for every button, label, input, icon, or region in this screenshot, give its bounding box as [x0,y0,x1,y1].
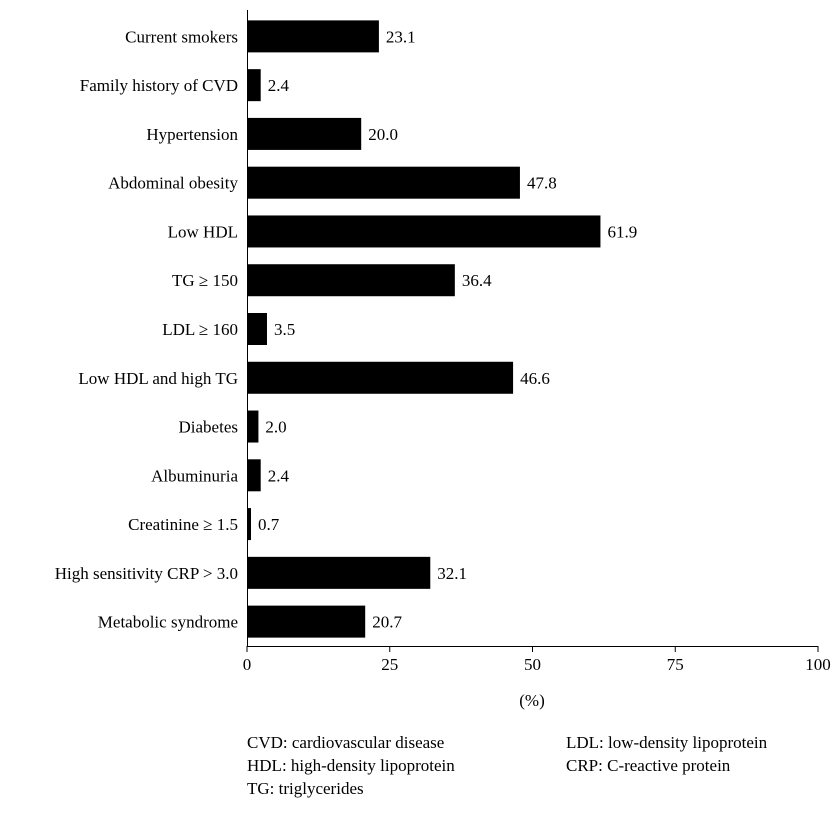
value-label-9: 2.4 [268,466,290,485]
value-label-8: 2.0 [265,418,286,437]
bars-group [247,20,601,638]
category-label-10: Creatinine ≥ 1.5 [128,515,238,534]
x-tick-label-2: 50 [524,655,541,674]
category-labels: Current smokers Family history of CVD Hype… [55,27,239,631]
value-label-5: 36.4 [462,271,492,290]
value-label-2: 20.0 [368,125,398,144]
note-cvd: CVD: cardiovascular disease [247,733,445,752]
bar-4 [247,215,601,248]
category-label-3: Abdominal obesity [108,174,238,193]
x-axis-ticks: 0 25 50 75 100 [243,646,831,674]
category-label-2: Hypertension [146,125,238,144]
note-crp: CRP: C-reactive protein [566,756,731,775]
bar-2 [247,117,362,150]
category-label-6: LDL ≥ 160 [162,320,238,339]
category-label-7: Low HDL and high TG [78,369,238,388]
category-label-9: Albuminuria [151,466,238,485]
bar-1 [247,69,261,102]
x-tick-label-0: 0 [243,655,252,674]
bar-chart: Current smokers Family history of CVD Hype… [55,10,831,710]
x-tick-label-1: 25 [381,655,398,674]
note-tg: TG: triglycerides [247,779,364,798]
bar-10 [247,508,251,541]
category-label-12: Metabolic syndrome [98,613,238,632]
bar-3 [247,166,520,199]
category-label-4: Low HDL [168,222,238,241]
x-axis-label: (%) [519,691,544,710]
value-label-3: 47.8 [527,174,557,193]
bar-11 [247,556,431,589]
bar-7 [247,361,514,394]
bar-8 [247,410,259,443]
value-label-7: 46.6 [520,369,550,388]
x-tick-label-3: 75 [667,655,684,674]
value-label-11: 32.1 [437,564,467,583]
category-label-8: Diabetes [179,418,238,437]
value-label-0: 23.1 [386,27,416,46]
bar-5 [247,264,455,297]
category-label-5: TG ≥ 150 [172,271,238,290]
bar-0 [247,20,379,53]
value-label-10: 0.7 [258,515,280,534]
value-label-4: 61.9 [607,222,637,241]
value-labels: 23.1 2.4 20.0 47.8 61.9 36.4 3.5 46.6 2.0 2.4 0.7 3… [258,27,637,631]
bar-12 [247,605,366,638]
category-label-1: Family history of CVD [80,76,238,95]
x-tick-label-4: 100 [805,655,831,674]
value-label-12: 20.7 [372,613,402,632]
category-label-11: High sensitivity CRP > 3.0 [55,564,238,583]
bar-9 [247,459,261,492]
value-label-6: 3.5 [274,320,295,339]
category-label-0: Current smokers [125,27,238,46]
bar-6 [247,313,267,345]
note-hdl: HDL: high-density lipoprotein [247,756,455,775]
value-label-1: 2.4 [268,76,290,95]
note-ldl: LDL: low-density lipoprotein [566,733,768,752]
